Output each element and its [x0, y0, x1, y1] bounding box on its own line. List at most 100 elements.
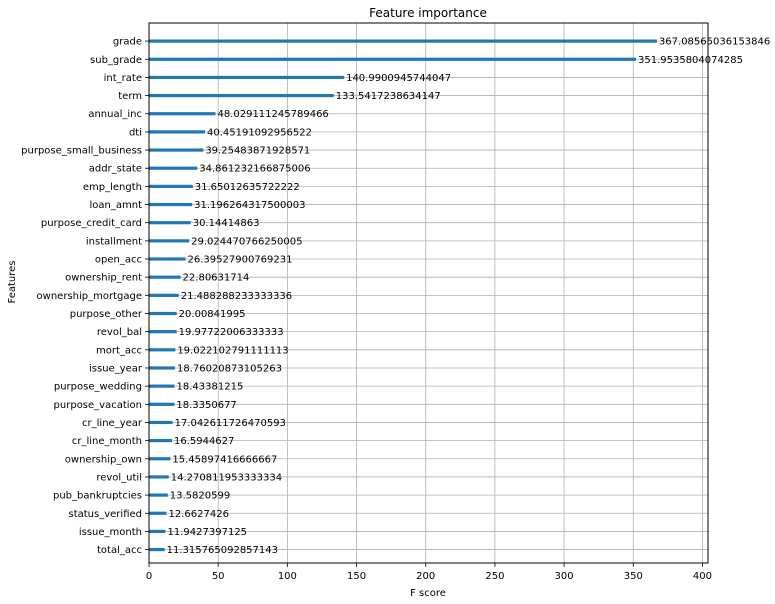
x-tick-label: 150	[347, 571, 366, 582]
bar-addr_state	[149, 166, 198, 170]
bar-emp_length	[149, 184, 193, 188]
y-tick-label: cr_line_month	[72, 436, 142, 447]
x-tick-label: 200	[416, 571, 435, 582]
y-tick-label: addr_state	[89, 164, 142, 175]
bar-purpose_other	[149, 311, 177, 316]
value-label: 34.861232166875006	[199, 164, 310, 175]
y-tick-label: issue_month	[79, 527, 142, 538]
value-label: 18.43381215	[177, 382, 244, 393]
value-label: 30.14414863	[193, 218, 260, 229]
x-tick-label: 100	[278, 571, 297, 582]
y-tick-label: loan_amnt	[90, 200, 143, 211]
value-labels: 367.08565036153846 351.9535804074285 140.9…	[167, 37, 771, 556]
bar-purpose_vacation	[149, 402, 175, 406]
value-label: 13.5820599	[170, 491, 230, 502]
bar-revol_bal	[149, 330, 177, 334]
value-label: 18.3350677	[176, 400, 236, 411]
x-tick-label: 250	[485, 571, 504, 582]
bar-status_verified	[149, 511, 167, 515]
value-label: 22.80631714	[183, 273, 250, 284]
y-tick-label: revol_bal	[97, 327, 142, 338]
value-label: 31.196264317500003	[194, 200, 305, 211]
bar-int_rate	[149, 75, 345, 80]
bar-annual_inc	[149, 112, 216, 116]
y-tick-label: issue_year	[89, 363, 143, 374]
y-tick-label: pub_bankruptcies	[53, 491, 142, 502]
bar-revol_util	[149, 475, 169, 479]
y-tick-label: purpose_vacation	[54, 400, 142, 411]
y-tick-label: total_acc	[97, 545, 142, 556]
bar-term	[149, 93, 334, 98]
y-tick-label: term	[118, 91, 142, 102]
bar-mort_acc	[149, 348, 176, 352]
bar-ownership_mortgage	[149, 293, 179, 297]
value-label: 19.022102791111113	[177, 345, 288, 356]
x-tick-label: 50	[212, 571, 225, 582]
x-tick-label: 350	[624, 571, 643, 582]
value-label: 133.5417238634147	[336, 91, 441, 102]
bar-dti	[149, 130, 205, 134]
value-label: 18.76020873105263	[177, 363, 282, 374]
y-tick-label: sub_grade	[90, 55, 142, 66]
y-tick-label: annual_inc	[88, 109, 142, 120]
y-tick-label: purpose_small_business	[21, 146, 142, 157]
bar-open_acc	[149, 257, 186, 261]
value-label: 11.9427397125	[168, 527, 248, 538]
value-label: 16.5944627	[174, 436, 234, 447]
y-tick-label: cr_line_year	[82, 418, 143, 429]
bar-total_acc	[149, 547, 165, 552]
value-label: 14.270811953333334	[171, 472, 282, 483]
y-tick-label: purpose_credit_card	[41, 218, 142, 229]
value-label: 19.97722006333333	[179, 327, 284, 338]
y-tick-label: int_rate	[104, 73, 142, 84]
y-tick-label: mort_acc	[96, 345, 142, 356]
value-label: 11.315765092857143	[167, 545, 278, 556]
y-tick-label: purpose_other	[70, 309, 143, 320]
value-label: 15.45897416666667	[172, 454, 277, 465]
bar-purpose_small_business	[149, 148, 204, 152]
value-label: 31.65012635722222	[195, 182, 300, 193]
y-tick-label: status_verified	[69, 509, 143, 520]
x-tick-label: 400	[693, 571, 712, 582]
value-label: 367.08565036153846	[659, 37, 770, 48]
value-label: 17.042611726470593	[175, 418, 286, 429]
y-axis-label: Features	[7, 261, 18, 304]
bar-ownership_rent	[149, 275, 181, 279]
bar-sub_grade	[149, 57, 636, 61]
bar-ownership_own	[149, 457, 171, 461]
value-label: 29.024470766250005	[191, 236, 302, 247]
chart-title: Feature importance	[369, 6, 487, 20]
value-label: 48.029111245789466	[217, 109, 328, 120]
bar-issue_year	[149, 366, 175, 370]
value-label: 39.25483871928571	[205, 146, 310, 157]
y-tick-label: ownership_mortgage	[37, 291, 142, 302]
bar-installment	[149, 239, 190, 243]
bar-cr_line_month	[149, 439, 172, 443]
bar-cr_line_year	[149, 420, 173, 425]
bar-pub_bankruptcies	[149, 493, 168, 497]
value-label: 140.9900945744047	[346, 73, 451, 84]
bar-purpose_wedding	[149, 384, 175, 388]
value-label: 40.45191092956522	[207, 127, 312, 138]
x-tick-labels: 0 50 100 150 200 250 300 350 400	[146, 563, 712, 582]
y-tick-label: open_acc	[95, 255, 142, 266]
plot-frame	[148, 22, 709, 564]
y-tick-label: ownership_own	[65, 454, 142, 465]
y-tick-label: ownership_rent	[65, 273, 142, 284]
y-tick-label: dti	[129, 127, 142, 138]
y-tick-label: purpose_wedding	[54, 382, 142, 393]
x-tick-label: 300	[555, 571, 574, 582]
value-label: 351.9535804074285	[638, 55, 743, 66]
x-tick-label: 0	[146, 571, 152, 582]
bar-issue_month	[149, 529, 166, 534]
y-tick-label: installment	[86, 236, 142, 247]
value-label: 20.00841995	[179, 309, 246, 320]
bar-grade	[149, 39, 657, 43]
value-label: 12.6627426	[169, 509, 229, 520]
bar-purpose_credit_card	[149, 221, 191, 225]
y-tick-label: emp_length	[83, 182, 142, 193]
value-label: 21.488288233333336	[181, 291, 292, 302]
value-label: 26.39527900769231	[188, 255, 293, 266]
